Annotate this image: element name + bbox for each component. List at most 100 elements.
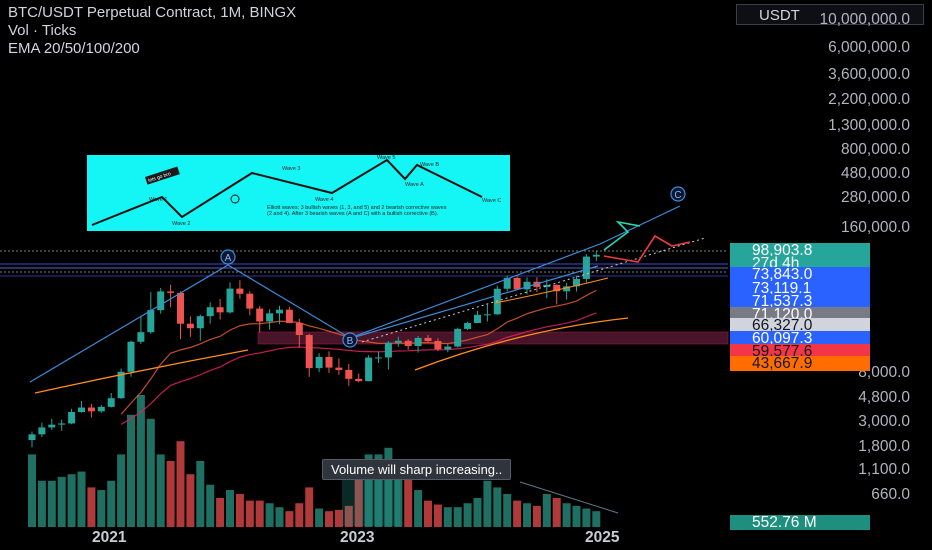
candle-body — [315, 356, 323, 369]
momentum-arrow — [494, 277, 609, 304]
candle — [226, 282, 234, 314]
candle-body — [553, 284, 561, 292]
volume-bar — [216, 497, 225, 527]
price-axis-tick: 280,000.0 — [841, 189, 910, 206]
candle — [28, 431, 36, 448]
price-axis-tick: 1,100.0 — [858, 461, 910, 478]
candle — [58, 419, 66, 431]
candle-body — [216, 307, 224, 313]
volume-bar — [127, 414, 135, 527]
volume-bar — [77, 471, 86, 527]
candle — [157, 288, 165, 314]
candle-body — [196, 316, 204, 329]
candle — [177, 291, 184, 340]
volume-bar — [374, 454, 383, 527]
candle — [305, 333, 313, 377]
candle-body — [345, 369, 353, 379]
wave-label-text: C — [674, 190, 681, 201]
wave-label-circle — [670, 186, 686, 202]
candle — [246, 291, 254, 316]
volume-bar — [453, 507, 462, 527]
candle-body — [226, 288, 234, 313]
symbol-title[interactable]: BTC/USDT Perpetual Contract, 1M, BINGX — [8, 4, 297, 21]
inset-label: Wave A — [405, 182, 424, 188]
candle — [394, 336, 402, 347]
candle — [167, 284, 175, 308]
volume-bar — [443, 507, 452, 527]
candle — [573, 275, 580, 292]
candle-body — [305, 334, 313, 369]
inset-label: Wave 2 — [172, 221, 190, 227]
volume-bar — [473, 497, 482, 527]
candle — [78, 401, 85, 413]
candle-body — [147, 310, 155, 333]
bullish-projection — [603, 220, 641, 251]
candle-body — [236, 288, 244, 294]
candle-body — [97, 406, 105, 412]
candle — [117, 368, 125, 399]
volume-bar — [156, 454, 165, 527]
candle — [147, 292, 155, 334]
candle-body — [523, 281, 531, 290]
candle-body — [38, 427, 46, 435]
price-axis-tick: 660.0 — [871, 486, 910, 503]
candle-body — [107, 398, 115, 407]
candle — [127, 340, 135, 377]
candle — [434, 338, 442, 352]
candle — [48, 418, 56, 430]
channel-lower-line — [344, 265, 599, 341]
volume-bar — [166, 461, 175, 527]
candle-body — [464, 322, 472, 329]
inset-label: Wave 4 — [315, 197, 333, 203]
candle-body — [78, 407, 85, 412]
candle — [276, 305, 283, 325]
volume-indicator-label[interactable]: Vol · Ticks — [8, 22, 77, 39]
volume-bar — [28, 454, 36, 527]
candle — [582, 254, 590, 283]
price-axis-tick: 2,200,000.0 — [828, 91, 910, 108]
candle — [384, 341, 392, 370]
volume-bar — [235, 494, 244, 527]
price-tag: 43,667.9 — [730, 356, 870, 371]
candle-body — [365, 357, 373, 382]
inset-label: Wave B — [420, 162, 439, 168]
volume-bar — [47, 480, 56, 527]
wave-label-text: A — [225, 253, 232, 264]
candle — [493, 285, 501, 315]
candle-body — [394, 340, 402, 343]
inset-label: Wave C — [482, 198, 501, 204]
candle — [236, 280, 244, 299]
volume-bar — [433, 504, 442, 527]
candle-body — [117, 371, 125, 399]
volume-bar — [582, 508, 591, 527]
ema-line — [120, 312, 597, 425]
volume-bar — [265, 503, 274, 527]
momentum-arrow — [34, 349, 249, 394]
candle-body — [137, 332, 145, 342]
inset-label: Wave 3 — [282, 166, 300, 172]
volume-value-tag: 552.76 M — [730, 515, 870, 530]
candle — [107, 392, 115, 408]
ema-indicator-label[interactable]: EMA 20/50/100/200 — [8, 40, 140, 57]
candle-body — [424, 337, 432, 342]
candle — [523, 277, 531, 295]
price-tag: 59,577.6 — [730, 344, 870, 359]
volume-bar — [146, 418, 155, 527]
wave-label-a: A — [220, 249, 236, 265]
volume-bar — [37, 480, 46, 527]
volume-bar — [483, 480, 492, 527]
currency-button[interactable]: USDT — [736, 4, 924, 25]
volume-bar — [552, 497, 561, 527]
wave-label-text: B — [347, 336, 354, 347]
price-axis-tick: 10,000,000.0 — [819, 11, 910, 28]
chart-legend: BTC/USDT Perpetual Contract, 1M, BINGX V… — [8, 4, 296, 58]
volume-bar — [315, 508, 324, 527]
volume-note-callout[interactable]: Volume will sharp increasing.. — [322, 459, 512, 480]
candle — [97, 405, 105, 413]
wave-label-circle — [342, 332, 358, 348]
candle — [266, 309, 274, 330]
candle-body — [493, 288, 501, 315]
candle — [355, 373, 363, 383]
candle — [404, 339, 412, 350]
